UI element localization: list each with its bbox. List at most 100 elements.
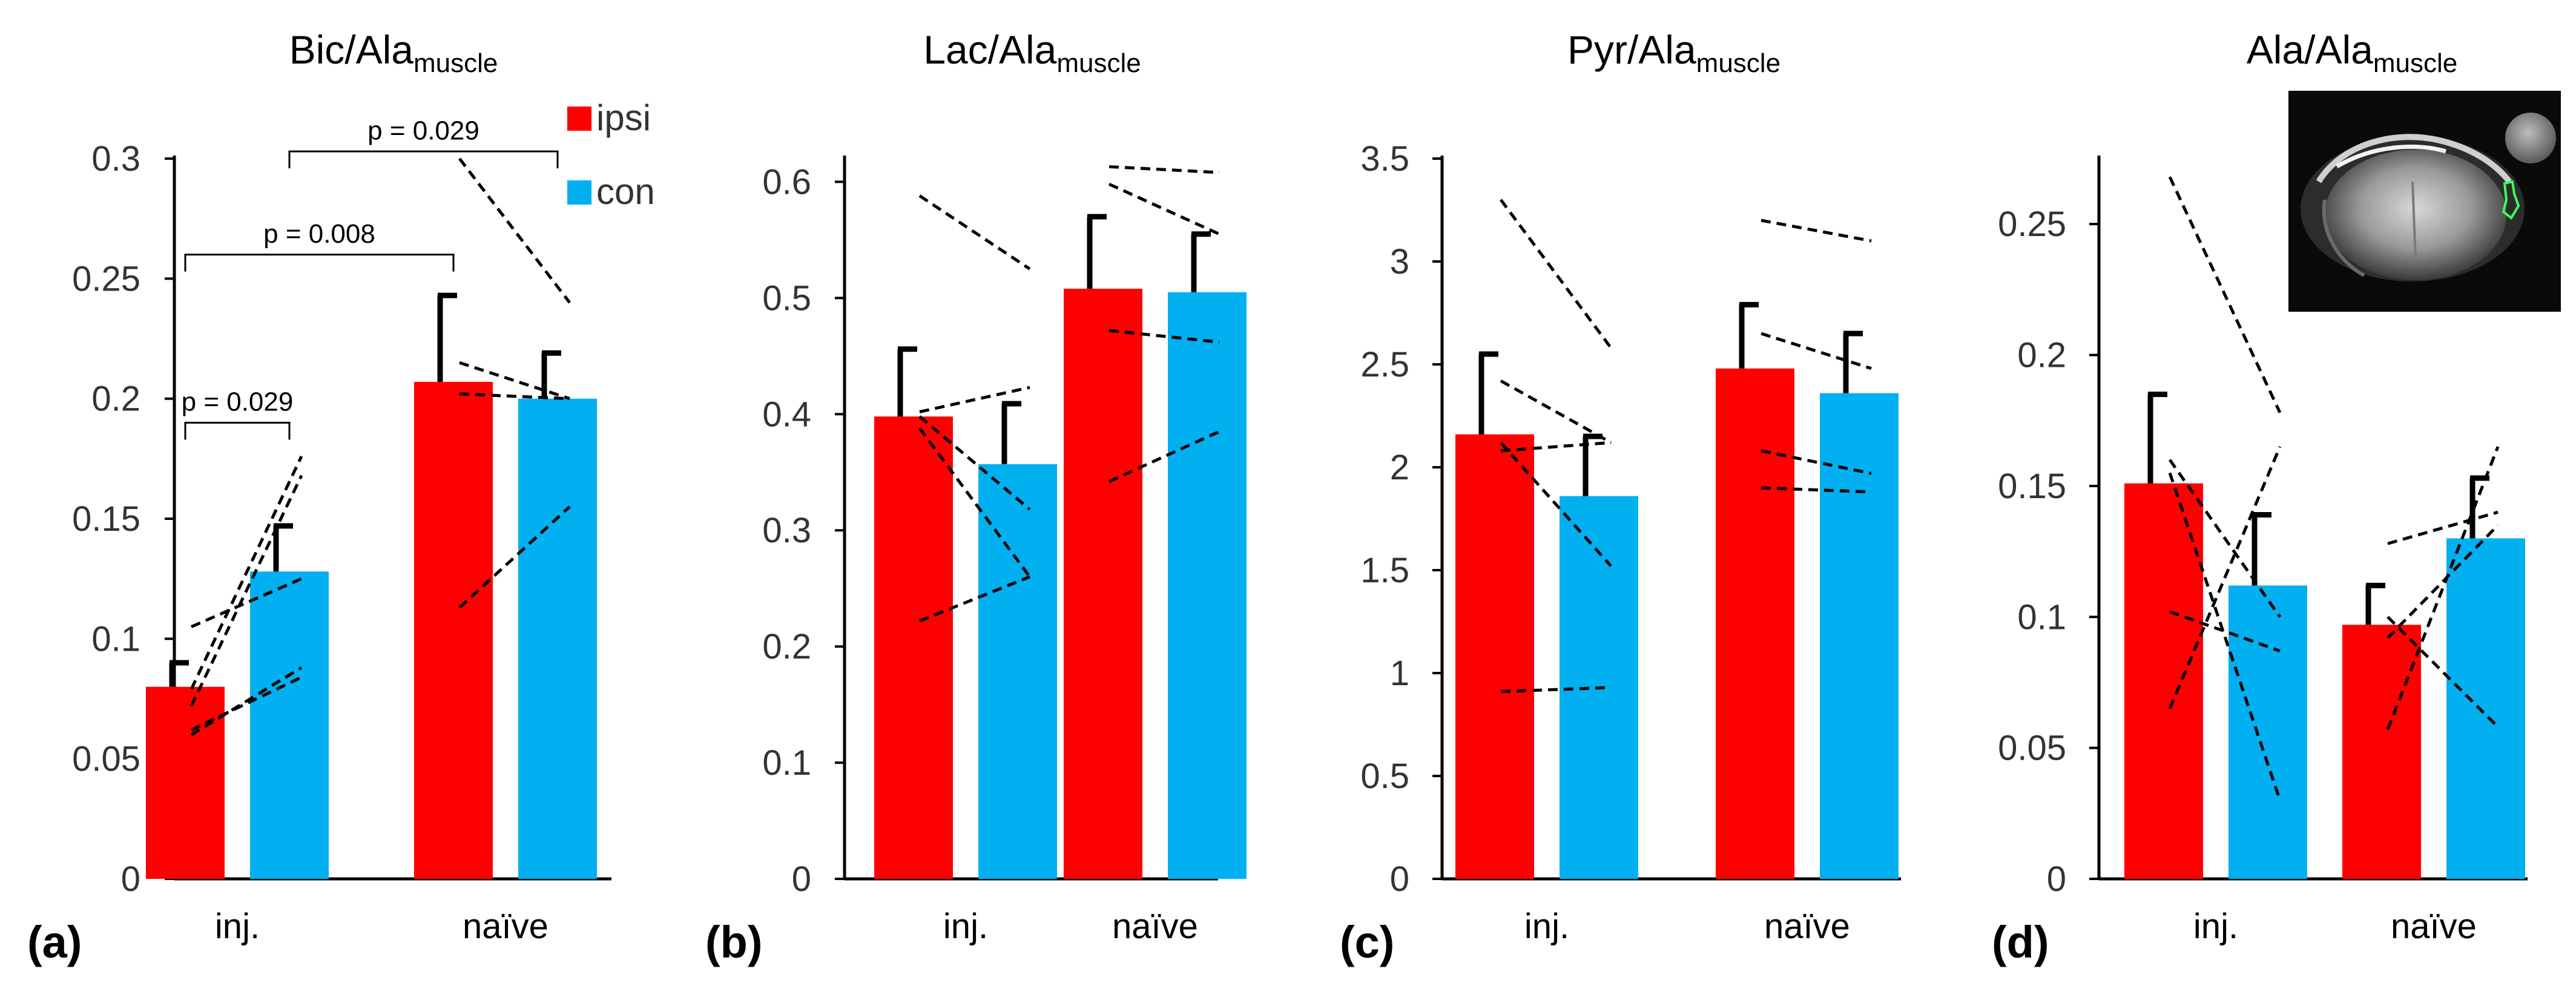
bar-con-naive bbox=[2446, 538, 2525, 879]
paired-line bbox=[191, 577, 302, 628]
chart-title: Pyr/Alamuscle bbox=[1567, 27, 1780, 78]
paired-line bbox=[2168, 176, 2282, 413]
x-category-label: naïve bbox=[1764, 907, 1850, 946]
panel-label: (d) bbox=[1992, 917, 2049, 967]
legend-label-ipsi: ipsi bbox=[596, 97, 651, 138]
x-category-label: naïve bbox=[1112, 907, 1198, 946]
y-tick-label: 0.5 bbox=[1360, 757, 1409, 796]
y-tick-label: 0.15 bbox=[72, 499, 140, 539]
paired-line bbox=[1108, 182, 1220, 236]
y-tick-label: 0.1 bbox=[2017, 597, 2066, 637]
paired-line bbox=[2169, 610, 2281, 652]
p-value-label: p = 0.029 bbox=[182, 387, 294, 417]
bar-ipsi-inj bbox=[1455, 434, 1534, 879]
paired-line bbox=[1500, 441, 1612, 567]
y-tick-label: 0.15 bbox=[1998, 467, 2066, 506]
paired-line bbox=[189, 475, 303, 707]
chart-title-subscript: muscle bbox=[413, 48, 498, 78]
paired-line bbox=[2168, 446, 2282, 709]
paired-line bbox=[458, 157, 571, 304]
bar-ipsi-naive bbox=[414, 381, 493, 879]
y-tick-label: 0.3 bbox=[91, 139, 140, 179]
bar-con-naive bbox=[1168, 292, 1247, 879]
mri-brain-slice-image bbox=[2288, 91, 2561, 312]
y-tick-label: 0.25 bbox=[72, 259, 140, 298]
y-tick-label: 0.2 bbox=[762, 627, 811, 666]
paired-line bbox=[2387, 510, 2499, 545]
y-tick-label: 0 bbox=[121, 859, 140, 899]
paired-line bbox=[458, 505, 571, 609]
paired-line bbox=[1500, 441, 1612, 453]
panel-label: (a) bbox=[27, 917, 82, 967]
paired-line bbox=[1499, 199, 1613, 349]
y-tick-label: 0.25 bbox=[1998, 205, 2066, 244]
chart-title-subscript: muscle bbox=[1696, 48, 1780, 78]
y-tick-label: 2.5 bbox=[1360, 345, 1409, 384]
bar-con-naive bbox=[518, 398, 597, 879]
bar-ipsi-naive bbox=[1064, 288, 1142, 879]
paired-line bbox=[2387, 616, 2499, 728]
paired-line bbox=[919, 575, 1030, 623]
bar-con-naive bbox=[1820, 393, 1899, 879]
chart-panel-1: Bic/Alamuscle (a) 0 0.05 0.1 0.15 0.2 0.25 0.3 in… bbox=[27, 27, 611, 967]
chart-title: Ala/Alamuscle bbox=[2247, 27, 2458, 78]
x-category-label: naïve bbox=[2391, 907, 2477, 946]
p-value-label: p = 0.029 bbox=[367, 116, 479, 145]
bar-ipsi-naive bbox=[1716, 368, 1794, 879]
y-tick-label: 3 bbox=[1390, 242, 1409, 281]
y-tick-label: 0 bbox=[1390, 859, 1409, 899]
paired-line bbox=[190, 666, 303, 737]
panel-label: (b) bbox=[705, 917, 763, 967]
chart-panel-3: Pyr/Alamuscle (c) 0 0.5 1 1.5 2 2.5 3 3.5 inj. naïv… bbox=[1340, 27, 1901, 967]
paired-line bbox=[918, 194, 1031, 271]
bar-ipsi-inj bbox=[874, 416, 953, 879]
bar-ipsi-naive bbox=[2342, 625, 2421, 879]
x-category-label: naïve bbox=[463, 907, 548, 946]
x-category-label: inj. bbox=[2193, 907, 2238, 946]
paired-line bbox=[1108, 329, 1220, 344]
paired-line bbox=[918, 415, 1031, 511]
bar-con-inj bbox=[2228, 585, 2307, 879]
y-tick-label: 3.5 bbox=[1360, 139, 1409, 179]
y-tick-label: 1 bbox=[1390, 654, 1409, 693]
legend-swatch-con bbox=[567, 180, 591, 205]
chart-title-subscript: muscle bbox=[1056, 48, 1141, 78]
p-value-label: p = 0.008 bbox=[263, 219, 375, 249]
significance-bracket bbox=[288, 150, 559, 169]
y-tick-label: 0.05 bbox=[72, 740, 140, 779]
bar-ipsi-inj bbox=[146, 686, 225, 879]
y-tick-label: 0.1 bbox=[762, 743, 811, 783]
y-tick-label: 0.6 bbox=[762, 162, 811, 202]
paired-line bbox=[1761, 449, 1872, 475]
paired-line bbox=[1108, 430, 1220, 483]
paired-line bbox=[1108, 165, 1220, 174]
legend-label-con: con bbox=[596, 171, 655, 212]
y-tick-label: 2 bbox=[1390, 448, 1409, 487]
y-tick-label: 0.1 bbox=[91, 619, 140, 659]
significance-bracket bbox=[184, 421, 291, 440]
y-tick-label: 0 bbox=[2047, 859, 2066, 899]
y-tick-label: 1.5 bbox=[1360, 551, 1409, 590]
paired-line bbox=[189, 455, 303, 690]
panel-label: (c) bbox=[1340, 917, 1394, 967]
legend: ipsi con bbox=[567, 97, 655, 212]
bar-con-inj bbox=[250, 571, 329, 879]
y-tick-label: 0.5 bbox=[762, 278, 811, 318]
x-category-label: inj. bbox=[1524, 907, 1569, 946]
chart-panel-2: Lac/Alamuscle (b) 0 0.1 0.2 0.3 0.4 0.5 0.6 inj. n… bbox=[705, 27, 1247, 967]
paired-line bbox=[1761, 486, 1872, 494]
paired-line bbox=[459, 392, 570, 401]
paired-line bbox=[1761, 219, 1872, 243]
chart-title: Lac/Alamuscle bbox=[923, 27, 1141, 78]
y-tick-label: 0.2 bbox=[91, 380, 140, 419]
paired-line bbox=[2168, 472, 2282, 801]
bar-ipsi-inj bbox=[2124, 483, 2203, 879]
legend-swatch-ipsi bbox=[567, 107, 591, 131]
chart-panel-4: Ala/Alamuscle (d) 0 0.05 0.1 0.15 0.2 0.25 inj. n… bbox=[1992, 27, 2528, 967]
bar-con-inj bbox=[978, 464, 1057, 879]
paired-line bbox=[1500, 380, 1612, 444]
paired-line bbox=[2387, 524, 2499, 639]
y-tick-label: 0.3 bbox=[762, 511, 811, 550]
x-category-label: inj. bbox=[215, 907, 260, 946]
